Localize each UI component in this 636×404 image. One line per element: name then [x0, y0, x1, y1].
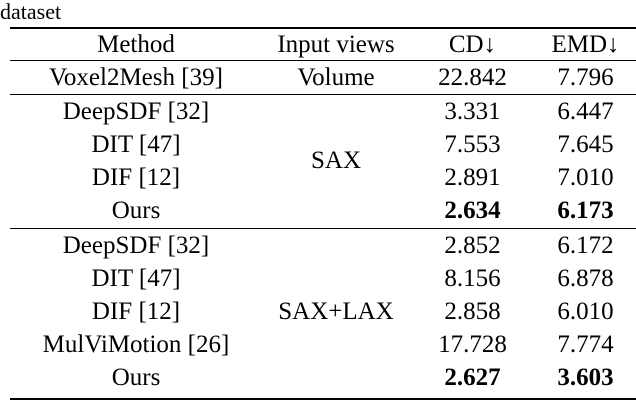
- top-rule: [10, 27, 636, 29]
- header-emd: EMD↓: [551, 31, 620, 58]
- table-row-emd: 6.010: [557, 298, 614, 325]
- table-row-method: Ours: [111, 197, 161, 224]
- table-row-cd: 2.858: [444, 298, 501, 325]
- table-row-cd: 2.891: [444, 164, 501, 191]
- table-row-method: DIT [47]: [91, 265, 181, 292]
- header-method: Method: [97, 31, 175, 58]
- table-row-cd: 17.728: [438, 331, 507, 358]
- group-rule-2: [10, 228, 636, 229]
- table-row-cd: 7.553: [444, 131, 501, 158]
- input-views-cell: Volume: [297, 64, 375, 91]
- table-row-method: DIT [47]: [91, 131, 181, 158]
- input-views-cell: SAX: [310, 147, 361, 174]
- table-row-method: MulViMotion [26]: [42, 331, 230, 358]
- table-row-cd: 2.852: [444, 232, 501, 259]
- table-row-cd-best: 2.634: [444, 197, 501, 224]
- table-row-method: DeepSDF [32]: [62, 98, 210, 125]
- header-cd: CD↓: [448, 31, 497, 58]
- table-row-emd: 7.774: [557, 331, 614, 358]
- table-row-method: DIF [12]: [91, 298, 181, 325]
- table-row-method: Ours: [111, 364, 161, 391]
- table-row-emd: 6.447: [557, 98, 614, 125]
- header-rule: [10, 60, 636, 61]
- table-row-emd: 7.645: [557, 131, 614, 158]
- table-row-cd: 3.331: [444, 98, 501, 125]
- table-row-cd: 8.156: [444, 265, 501, 292]
- table-row-method: DIF [12]: [91, 164, 181, 191]
- group-rule-1: [10, 94, 636, 95]
- table-row-cd: 22.842: [438, 64, 507, 91]
- table-row-method: DeepSDF [32]: [62, 232, 210, 259]
- table-row-emd: 6.878: [557, 265, 614, 292]
- table-row-emd-best: 6.173: [557, 197, 614, 224]
- table-row-emd: 6.172: [557, 232, 614, 259]
- bottom-rule: [10, 398, 636, 400]
- table-row-emd-best: 3.603: [557, 364, 614, 391]
- table-row-method: Voxel2Mesh [39]: [49, 64, 223, 91]
- input-views-cell: SAX+LAX: [278, 298, 394, 325]
- table-caption: dataset: [0, 0, 62, 24]
- header-input-views: Input views: [277, 31, 395, 58]
- table-row-emd: 7.010: [557, 164, 614, 191]
- table-row-emd: 7.796: [557, 64, 614, 91]
- table-row-cd-best: 2.627: [444, 364, 501, 391]
